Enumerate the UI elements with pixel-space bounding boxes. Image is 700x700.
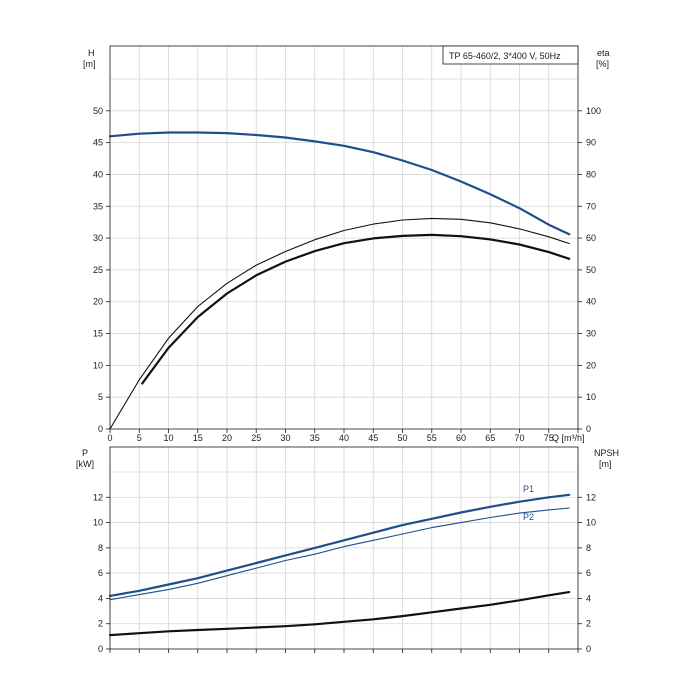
x-tick-label: 60 bbox=[456, 433, 466, 443]
x-tick-label: 70 bbox=[514, 433, 524, 443]
x-tick-label: 45 bbox=[368, 433, 378, 443]
eta-axis-label: eta bbox=[597, 48, 610, 58]
right-tick-label: 50 bbox=[586, 265, 596, 275]
power-axis-label: P bbox=[82, 448, 88, 458]
eta-axis-unit: [%] bbox=[596, 59, 609, 69]
left-tick-label: 4 bbox=[98, 593, 103, 603]
right-tick-label: 80 bbox=[586, 169, 596, 179]
left-tick-label: 35 bbox=[93, 201, 103, 211]
curve-panel1-series0 bbox=[108, 493, 571, 598]
right-tick-label: 2 bbox=[586, 619, 591, 629]
x-tick-label: 0 bbox=[107, 433, 112, 443]
left-tick-label: 2 bbox=[98, 619, 103, 629]
right-tick-label: 12 bbox=[586, 492, 596, 502]
x-tick-label: 55 bbox=[427, 433, 437, 443]
x-tick-label: 65 bbox=[485, 433, 495, 443]
x-tick-label: 30 bbox=[280, 433, 290, 443]
left-tick-label: 15 bbox=[93, 329, 103, 339]
right-tick-label: 10 bbox=[586, 518, 596, 528]
x-tick-label: 15 bbox=[193, 433, 203, 443]
right-tick-label: 20 bbox=[586, 360, 596, 370]
left-tick-label: 10 bbox=[93, 518, 103, 528]
curve-panel1-series2 bbox=[108, 590, 571, 637]
power-axis-unit: [kW] bbox=[76, 459, 94, 469]
p2-series-label: P2 bbox=[523, 512, 534, 522]
right-tick-label: 10 bbox=[586, 392, 596, 402]
head-axis-label: H bbox=[88, 48, 95, 58]
flow-axis-label: Q [m³/h] bbox=[552, 433, 585, 443]
right-tick-label: 90 bbox=[586, 138, 596, 148]
left-tick-label: 40 bbox=[93, 169, 103, 179]
npsh-axis-label: NPSH bbox=[594, 448, 619, 458]
curve-panel0-series1 bbox=[109, 217, 570, 430]
left-tick-label: 5 bbox=[98, 392, 103, 402]
right-tick-label: 8 bbox=[586, 543, 591, 553]
title-box bbox=[442, 45, 579, 65]
right-tick-label: 70 bbox=[586, 201, 596, 211]
x-tick-label: 50 bbox=[397, 433, 407, 443]
curve-panel0-series0 bbox=[108, 131, 571, 236]
left-tick-label: 6 bbox=[98, 568, 103, 578]
curve-panel1-series1 bbox=[109, 507, 570, 601]
x-tick-label: 20 bbox=[222, 433, 232, 443]
left-tick-label: 12 bbox=[93, 492, 103, 502]
right-tick-label: 40 bbox=[586, 297, 596, 307]
right-tick-label: 30 bbox=[586, 329, 596, 339]
curve-panel0-series2 bbox=[141, 233, 571, 385]
right-tick-label: 100 bbox=[586, 106, 601, 116]
x-tick-label: 40 bbox=[339, 433, 349, 443]
right-tick-label: 60 bbox=[586, 233, 596, 243]
x-tick-label: 75 bbox=[544, 433, 554, 443]
left-tick-label: 0 bbox=[98, 424, 103, 434]
left-tick-label: 45 bbox=[93, 138, 103, 148]
left-tick-label: 50 bbox=[93, 106, 103, 116]
right-tick-label: 0 bbox=[586, 644, 591, 654]
left-tick-label: 25 bbox=[93, 265, 103, 275]
p1-series-label: P1 bbox=[523, 484, 534, 494]
right-tick-label: 6 bbox=[586, 568, 591, 578]
x-tick-label: 10 bbox=[163, 433, 173, 443]
head-axis-unit: [m] bbox=[83, 59, 96, 69]
right-tick-label: 4 bbox=[586, 593, 591, 603]
x-tick-label: 35 bbox=[310, 433, 320, 443]
chart-title: TP 65-460/2, 3*400 V, 50Hz bbox=[449, 51, 561, 61]
right-tick-label: 0 bbox=[586, 424, 591, 434]
left-tick-label: 30 bbox=[93, 233, 103, 243]
left-tick-label: 20 bbox=[93, 297, 103, 307]
left-tick-label: 10 bbox=[93, 360, 103, 370]
npsh-axis-unit: [m] bbox=[599, 459, 612, 469]
left-tick-label: 0 bbox=[98, 644, 103, 654]
left-tick-label: 8 bbox=[98, 543, 103, 553]
x-tick-label: 25 bbox=[251, 433, 261, 443]
x-tick-label: 5 bbox=[137, 433, 142, 443]
